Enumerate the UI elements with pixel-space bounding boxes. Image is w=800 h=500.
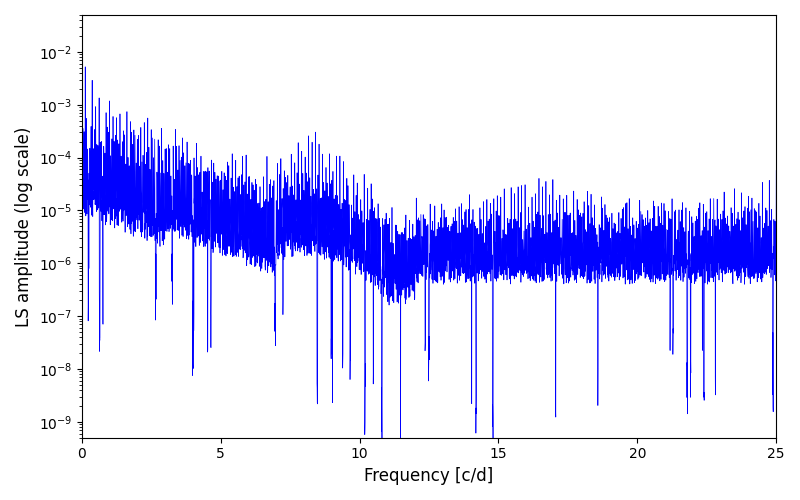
Y-axis label: LS amplitude (log scale): LS amplitude (log scale) [15, 126, 33, 326]
X-axis label: Frequency [c/d]: Frequency [c/d] [364, 467, 494, 485]
